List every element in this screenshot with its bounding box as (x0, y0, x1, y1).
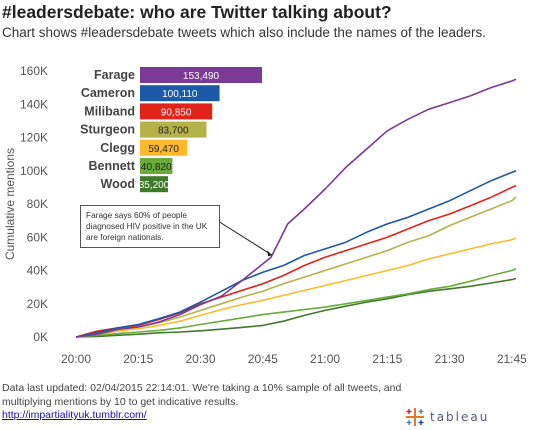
legend-name-farage: Farage (94, 68, 135, 82)
series-line-clegg (75, 237, 517, 338)
y-tick-label: 60K (27, 230, 48, 244)
series-line-cameron (75, 170, 517, 338)
x-tick-label: 21:45 (497, 352, 527, 366)
series-line-wood (75, 277, 517, 338)
y-tick-label: 100K (20, 164, 48, 178)
legend-name-miliband: Miliband (84, 104, 135, 118)
annotation-arrow (217, 220, 273, 256)
tableau-logo[interactable]: tableau (404, 406, 489, 428)
chart-subtitle: Chart shows #leadersdebate tweets which … (2, 25, 487, 40)
legend-value-clegg: 59,470 (148, 144, 179, 155)
x-tick-label: 20:15 (123, 352, 153, 366)
legend-bar-clegg (140, 139, 188, 156)
series-line-miliband (75, 184, 517, 338)
legend-bar-wood (140, 176, 168, 193)
legend-bar-sturgeon (140, 121, 207, 138)
line-chart: 0K 20K 40K 60K 80K 100K 120K 140K 160K 20:00 20:15… (3, 64, 527, 366)
annotation-callout: Farage says 60% of people diagnosed HIV … (80, 205, 220, 248)
legend-name-sturgeon: Sturgeon (80, 123, 135, 137)
series-line-bennett (75, 268, 517, 338)
legend-value-cameron: 100,110 (162, 89, 198, 100)
legend-value-farage: 153,490 (183, 71, 220, 82)
legend-bar-miliband (140, 103, 213, 120)
x-tick-label: 20:00 (61, 352, 91, 366)
tableau-wordmark: tableau (430, 410, 490, 424)
legend-value-wood: 35,200 (139, 180, 170, 191)
x-tick-label: 21:15 (372, 352, 402, 366)
legend-bar-farage (140, 67, 262, 83)
legend-bar-cameron (140, 85, 220, 102)
y-tick-label: 120K (20, 131, 48, 145)
source-link[interactable]: http://impartialityuk.tumblr.com/ (2, 409, 147, 421)
y-tick-label: 140K (20, 97, 48, 111)
chart-title: #leadersdebate: who are Twitter talking … (2, 2, 392, 22)
x-tick-label: 21:00 (310, 352, 340, 366)
legend-value-miliband: 90,850 (161, 107, 192, 118)
y-tick-label: 20K (27, 297, 48, 311)
x-tick-label: 20:45 (248, 352, 278, 366)
legend-name-clegg: Clegg (100, 141, 135, 155)
footer-note: Data last updated: 02/04/2015 22:14:01. … (2, 382, 402, 408)
series-line-farage (75, 78, 517, 338)
y-tick-label: 80K (27, 197, 48, 211)
annotation-arrowhead (267, 250, 273, 257)
tableau-cross-icon (406, 408, 424, 426)
y-axis-label: Cumulative mentions (3, 148, 17, 260)
legend-value-sturgeon: 83,700 (158, 126, 189, 137)
legend-name-cameron: Cameron (81, 86, 135, 100)
legend-value-bennett: 40,820 (141, 162, 172, 173)
legend-name-bennett: Bennett (88, 159, 135, 173)
legend-name-wood: Wood (101, 177, 135, 191)
y-tick-label: 40K (27, 264, 48, 278)
y-tick-label: 160K (20, 64, 48, 78)
x-tick-label: 20:30 (186, 352, 216, 366)
x-tick-label: 21:30 (435, 352, 465, 366)
y-tick-label: 0K (33, 330, 48, 344)
legend-bar-bennett (140, 158, 173, 174)
